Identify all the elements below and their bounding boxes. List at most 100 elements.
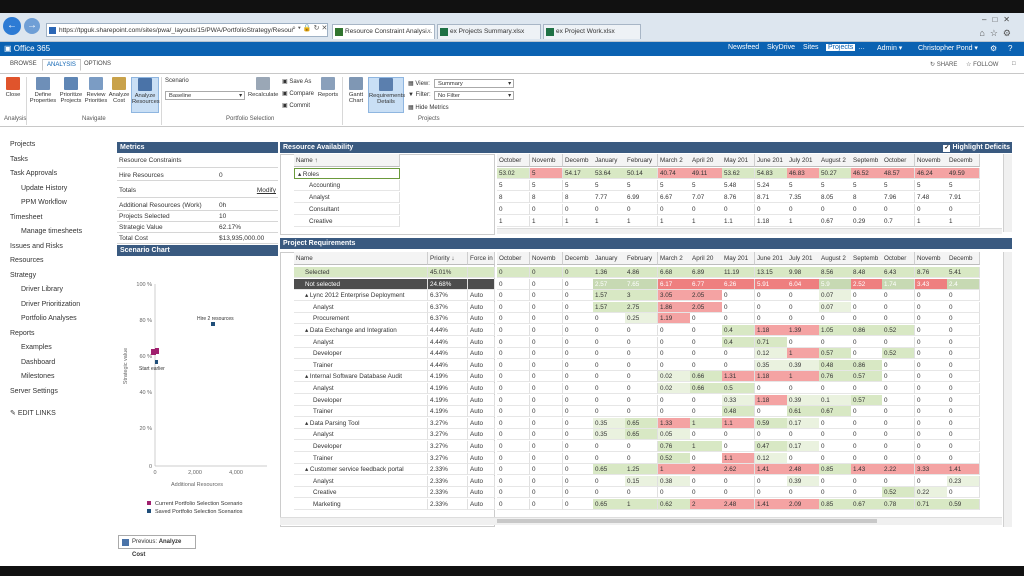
pr-cell[interactable]: 0 xyxy=(625,371,658,383)
pr-cell[interactable]: 0.59 xyxy=(947,499,980,510)
pr-cell[interactable]: 0.65 xyxy=(593,464,626,476)
pr-cell[interactable]: 0 xyxy=(625,487,658,499)
pr-cell[interactable]: 0.48 xyxy=(819,359,852,371)
pr-cell[interactable]: 0.39 xyxy=(787,359,820,371)
pr-cell[interactable]: 0 xyxy=(563,371,596,383)
nav-driver-prioritization[interactable]: Driver Prioritization xyxy=(21,301,80,308)
pr-cell[interactable]: 0 xyxy=(658,325,691,336)
pr-cell[interactable]: 0 xyxy=(530,499,563,510)
pr-cell[interactable]: 0.57 xyxy=(851,371,884,383)
pr-cell[interactable]: 0 xyxy=(787,383,820,394)
pr-cell[interactable]: 0 xyxy=(819,452,852,464)
pr-cell[interactable]: 0 xyxy=(947,417,980,429)
pr-cell[interactable]: 0 xyxy=(497,417,530,429)
pr-cell[interactable]: 7.65 xyxy=(625,278,658,290)
pr-cell[interactable]: 0.52 xyxy=(658,452,691,464)
suite-nav-admin[interactable]: Admin ▾ xyxy=(877,45,903,52)
pr-cell[interactable]: 6.17 xyxy=(658,278,691,290)
pr-cell[interactable]: 0.23 xyxy=(947,475,980,487)
pr-cell[interactable]: 0.85 xyxy=(819,499,852,510)
pr-cell[interactable]: 0 xyxy=(947,487,980,499)
pr-row-name[interactable]: Trainer xyxy=(294,406,428,418)
pr-cell[interactable]: 1 xyxy=(690,441,723,452)
pr-cell[interactable]: 0.65 xyxy=(593,499,626,510)
pr-cell[interactable]: 0 xyxy=(690,475,723,487)
pr-force-header[interactable]: Force in xyxy=(468,252,495,265)
pr-cell[interactable]: 0 xyxy=(787,336,820,348)
hide-metrics-button[interactable]: ▦ Hide Metrics xyxy=(408,104,449,111)
ra-month-header[interactable]: January xyxy=(593,154,626,167)
highlight-deficits-toggle[interactable]: ✓ Highlight Deficits xyxy=(943,142,1010,153)
pr-cell[interactable]: 0 xyxy=(497,371,530,383)
pr-row-name[interactable]: Procurement xyxy=(294,313,428,325)
pr-row-name[interactable]: Marketing xyxy=(294,499,428,510)
pr-cell[interactable]: 0 xyxy=(882,313,915,325)
pr-cell[interactable]: 2.75 xyxy=(625,301,658,313)
office365-logo[interactable]: ▣ Office 365 xyxy=(4,44,50,53)
back-button[interactable]: ← xyxy=(3,17,21,35)
pr-cell[interactable]: 0 xyxy=(915,313,948,325)
pr-cell[interactable]: 5.9 xyxy=(819,278,852,290)
ra-month-header[interactable]: October xyxy=(497,154,530,167)
pr-cell[interactable]: 0 xyxy=(882,452,915,464)
pr-cell[interactable]: 4.86 xyxy=(625,267,658,278)
pr-cell[interactable]: 6.77 xyxy=(690,278,723,290)
close-button[interactable]: Close xyxy=(4,77,22,98)
pr-month-header[interactable]: October xyxy=(882,252,915,265)
pr-cell[interactable]: 0 xyxy=(882,429,915,441)
pr-cell[interactable]: 0 xyxy=(593,359,626,371)
pr-cell[interactable]: 0.52 xyxy=(882,487,915,499)
save-as-button[interactable]: ▣ Save As xyxy=(282,78,311,85)
ra-month-header[interactable]: Novemb xyxy=(530,154,563,167)
pr-cell[interactable]: 0 xyxy=(530,429,563,441)
pr-cell[interactable]: 0 xyxy=(530,394,563,406)
pr-cell[interactable]: 0 xyxy=(563,359,596,371)
pr-cell[interactable]: 0 xyxy=(593,348,626,360)
pr-cell[interactable]: 0.39 xyxy=(787,394,820,406)
pr-cell[interactable]: 0.59 xyxy=(755,417,788,429)
pr-cell[interactable]: 6.89 xyxy=(690,267,723,278)
pr-cell[interactable]: 0 xyxy=(497,452,530,464)
pr-row-force[interactable]: Auto xyxy=(468,290,495,302)
ra-row-name[interactable]: Consultant xyxy=(294,204,400,215)
pr-cell[interactable]: 0 xyxy=(593,325,626,336)
pr-cell[interactable]: 0 xyxy=(722,290,755,302)
ra-month-header[interactable]: February xyxy=(625,154,658,167)
pr-cell[interactable]: 0 xyxy=(915,301,948,313)
pr-cell[interactable]: 0 xyxy=(915,429,948,441)
pr-cell[interactable]: 0 xyxy=(563,499,596,510)
pr-cell[interactable]: 0 xyxy=(787,313,820,325)
pr-cell[interactable]: 0 xyxy=(851,290,884,302)
pr-month-header[interactable]: April 20 xyxy=(690,252,723,265)
pr-cell[interactable]: 0 xyxy=(497,325,530,336)
pr-cell[interactable]: 0 xyxy=(787,290,820,302)
pr-cell[interactable]: 0 xyxy=(625,406,658,418)
pr-cell[interactable]: 0 xyxy=(530,313,563,325)
pr-cell[interactable]: 0.07 xyxy=(819,301,852,313)
pr-cell[interactable]: 0 xyxy=(593,406,626,418)
pr-cell[interactable]: 1.1 xyxy=(722,452,755,464)
pr-cell[interactable]: 0 xyxy=(690,394,723,406)
nav-task-approvals[interactable]: Task Approvals xyxy=(10,170,57,177)
suite-nav-projects[interactable]: Projects xyxy=(826,44,856,51)
pr-vertical-scrollbar[interactable] xyxy=(1003,252,1012,527)
pr-cell[interactable]: 0.02 xyxy=(658,383,691,394)
share-button[interactable]: ↻ SHARE xyxy=(930,61,957,68)
pr-cell[interactable]: 0.67 xyxy=(851,499,884,510)
pr-cell[interactable]: 1.86 xyxy=(658,301,691,313)
pr-cell[interactable]: 0 xyxy=(497,394,530,406)
pr-month-header[interactable]: May 201 xyxy=(722,252,755,265)
pr-cell[interactable]: 0 xyxy=(947,452,980,464)
pr-cell[interactable]: 0 xyxy=(530,475,563,487)
pr-cell[interactable]: 2.52 xyxy=(851,278,884,290)
pr-cell[interactable]: 0 xyxy=(563,429,596,441)
browser-tab[interactable]: Resource Constraint Analysi... × xyxy=(332,24,435,39)
pr-cell[interactable]: 11.19 xyxy=(722,267,755,278)
pr-cell[interactable]: 0 xyxy=(690,325,723,336)
pr-row-name[interactable]: Analyst xyxy=(294,336,428,348)
pr-cell[interactable]: 0 xyxy=(947,301,980,313)
pr-cell[interactable]: 0 xyxy=(722,429,755,441)
pr-cell[interactable]: 0 xyxy=(563,464,596,476)
pr-cell[interactable]: 0 xyxy=(690,429,723,441)
pr-cell[interactable]: 0.17 xyxy=(787,417,820,429)
